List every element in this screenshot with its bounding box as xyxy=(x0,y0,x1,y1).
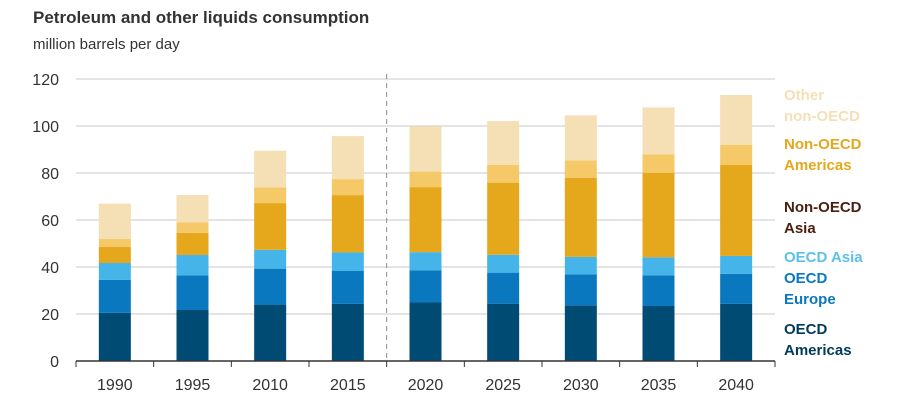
bar-segment xyxy=(642,257,675,276)
legend-label: Non-OECD xyxy=(784,136,862,153)
legend-label: Non-OECD xyxy=(784,199,862,216)
bar-segment xyxy=(720,303,753,361)
bar-segment xyxy=(487,164,520,183)
bar-segment xyxy=(98,239,131,248)
legend-label: Americas xyxy=(784,342,852,359)
x-tick-label: 2040 xyxy=(718,377,754,394)
legend-label: Americas xyxy=(784,157,852,174)
bar-segment xyxy=(409,270,442,303)
bar-segment xyxy=(720,273,753,304)
bar-segment xyxy=(720,145,753,166)
y-tick-label: 100 xyxy=(32,119,59,136)
legend-label: non-OECD xyxy=(784,108,860,125)
bar-segment xyxy=(564,274,597,306)
bar-segment xyxy=(564,256,597,275)
bar-segment xyxy=(720,255,753,274)
bar-segment xyxy=(409,302,442,361)
x-tick-label: 1995 xyxy=(175,377,211,394)
x-tick-label: 2035 xyxy=(641,377,677,394)
bar-segment xyxy=(176,275,209,311)
bar-segment xyxy=(564,305,597,361)
y-tick-label: 60 xyxy=(41,213,59,230)
bar-segment xyxy=(331,179,364,196)
bar-segment xyxy=(176,232,209,256)
bar-segment xyxy=(720,94,753,146)
bar-segment xyxy=(331,195,364,253)
x-tick-label: 2020 xyxy=(408,377,444,394)
bar-segment xyxy=(254,150,287,188)
bar-segment xyxy=(720,165,753,256)
bar-segment xyxy=(409,171,442,188)
bar-segment xyxy=(487,182,520,255)
bar-segment xyxy=(176,310,209,361)
legend-label: OECD Asia xyxy=(784,249,863,266)
bar-segment xyxy=(176,195,209,223)
bar-segment xyxy=(331,303,364,361)
x-tick-label: 2015 xyxy=(330,377,366,394)
x-tick-label: 2010 xyxy=(252,377,288,394)
bar-segment xyxy=(487,121,520,165)
y-tick-label: 80 xyxy=(41,166,59,183)
bar-segment xyxy=(564,177,597,257)
bar-segment xyxy=(254,187,287,204)
bar-segment xyxy=(642,306,675,361)
x-tick-label: 2030 xyxy=(563,377,599,394)
bar-segment xyxy=(331,270,364,304)
bar-segment xyxy=(254,249,287,269)
bar-segment xyxy=(98,247,131,264)
bar-segment xyxy=(254,203,287,250)
chart-title: Petroleum and other liquids consumption xyxy=(33,8,370,27)
legend-label: Other xyxy=(784,87,824,104)
bar-segment xyxy=(487,272,520,304)
bar-segment xyxy=(331,252,364,271)
x-tick-label: 1990 xyxy=(97,377,133,394)
bar-segment xyxy=(409,126,442,172)
y-tick-label: 20 xyxy=(41,307,59,324)
bar-segment xyxy=(564,160,597,178)
x-tick-label: 2025 xyxy=(485,377,521,394)
bar-segment xyxy=(642,173,675,258)
y-tick-label: 40 xyxy=(41,260,59,277)
bar-segment xyxy=(98,203,131,240)
bar-segment xyxy=(331,136,364,180)
y-tick-label: 120 xyxy=(32,72,59,89)
bar-segment xyxy=(642,275,675,307)
legend-label: Asia xyxy=(784,220,816,237)
bar-segment xyxy=(176,255,209,276)
bar-segment xyxy=(98,279,131,313)
bar-segment xyxy=(642,107,675,155)
bar-segment xyxy=(409,252,442,271)
bar-segment xyxy=(642,154,675,173)
bar-segment xyxy=(98,312,131,361)
bar-segment xyxy=(564,115,597,161)
bar-segment xyxy=(254,304,287,361)
bar-segment xyxy=(254,268,287,305)
bar-segment xyxy=(487,303,520,361)
bar-segment xyxy=(176,222,209,233)
bar-segment xyxy=(409,187,442,253)
bar-segment xyxy=(98,263,131,280)
chart-subtitle: million barrels per day xyxy=(33,36,180,53)
bar-segment xyxy=(487,254,520,273)
y-tick-label: 0 xyxy=(50,354,59,371)
legend-label: OECD xyxy=(784,270,828,287)
legend-label: OECD xyxy=(784,321,828,338)
legend-label: Europe xyxy=(784,291,836,308)
